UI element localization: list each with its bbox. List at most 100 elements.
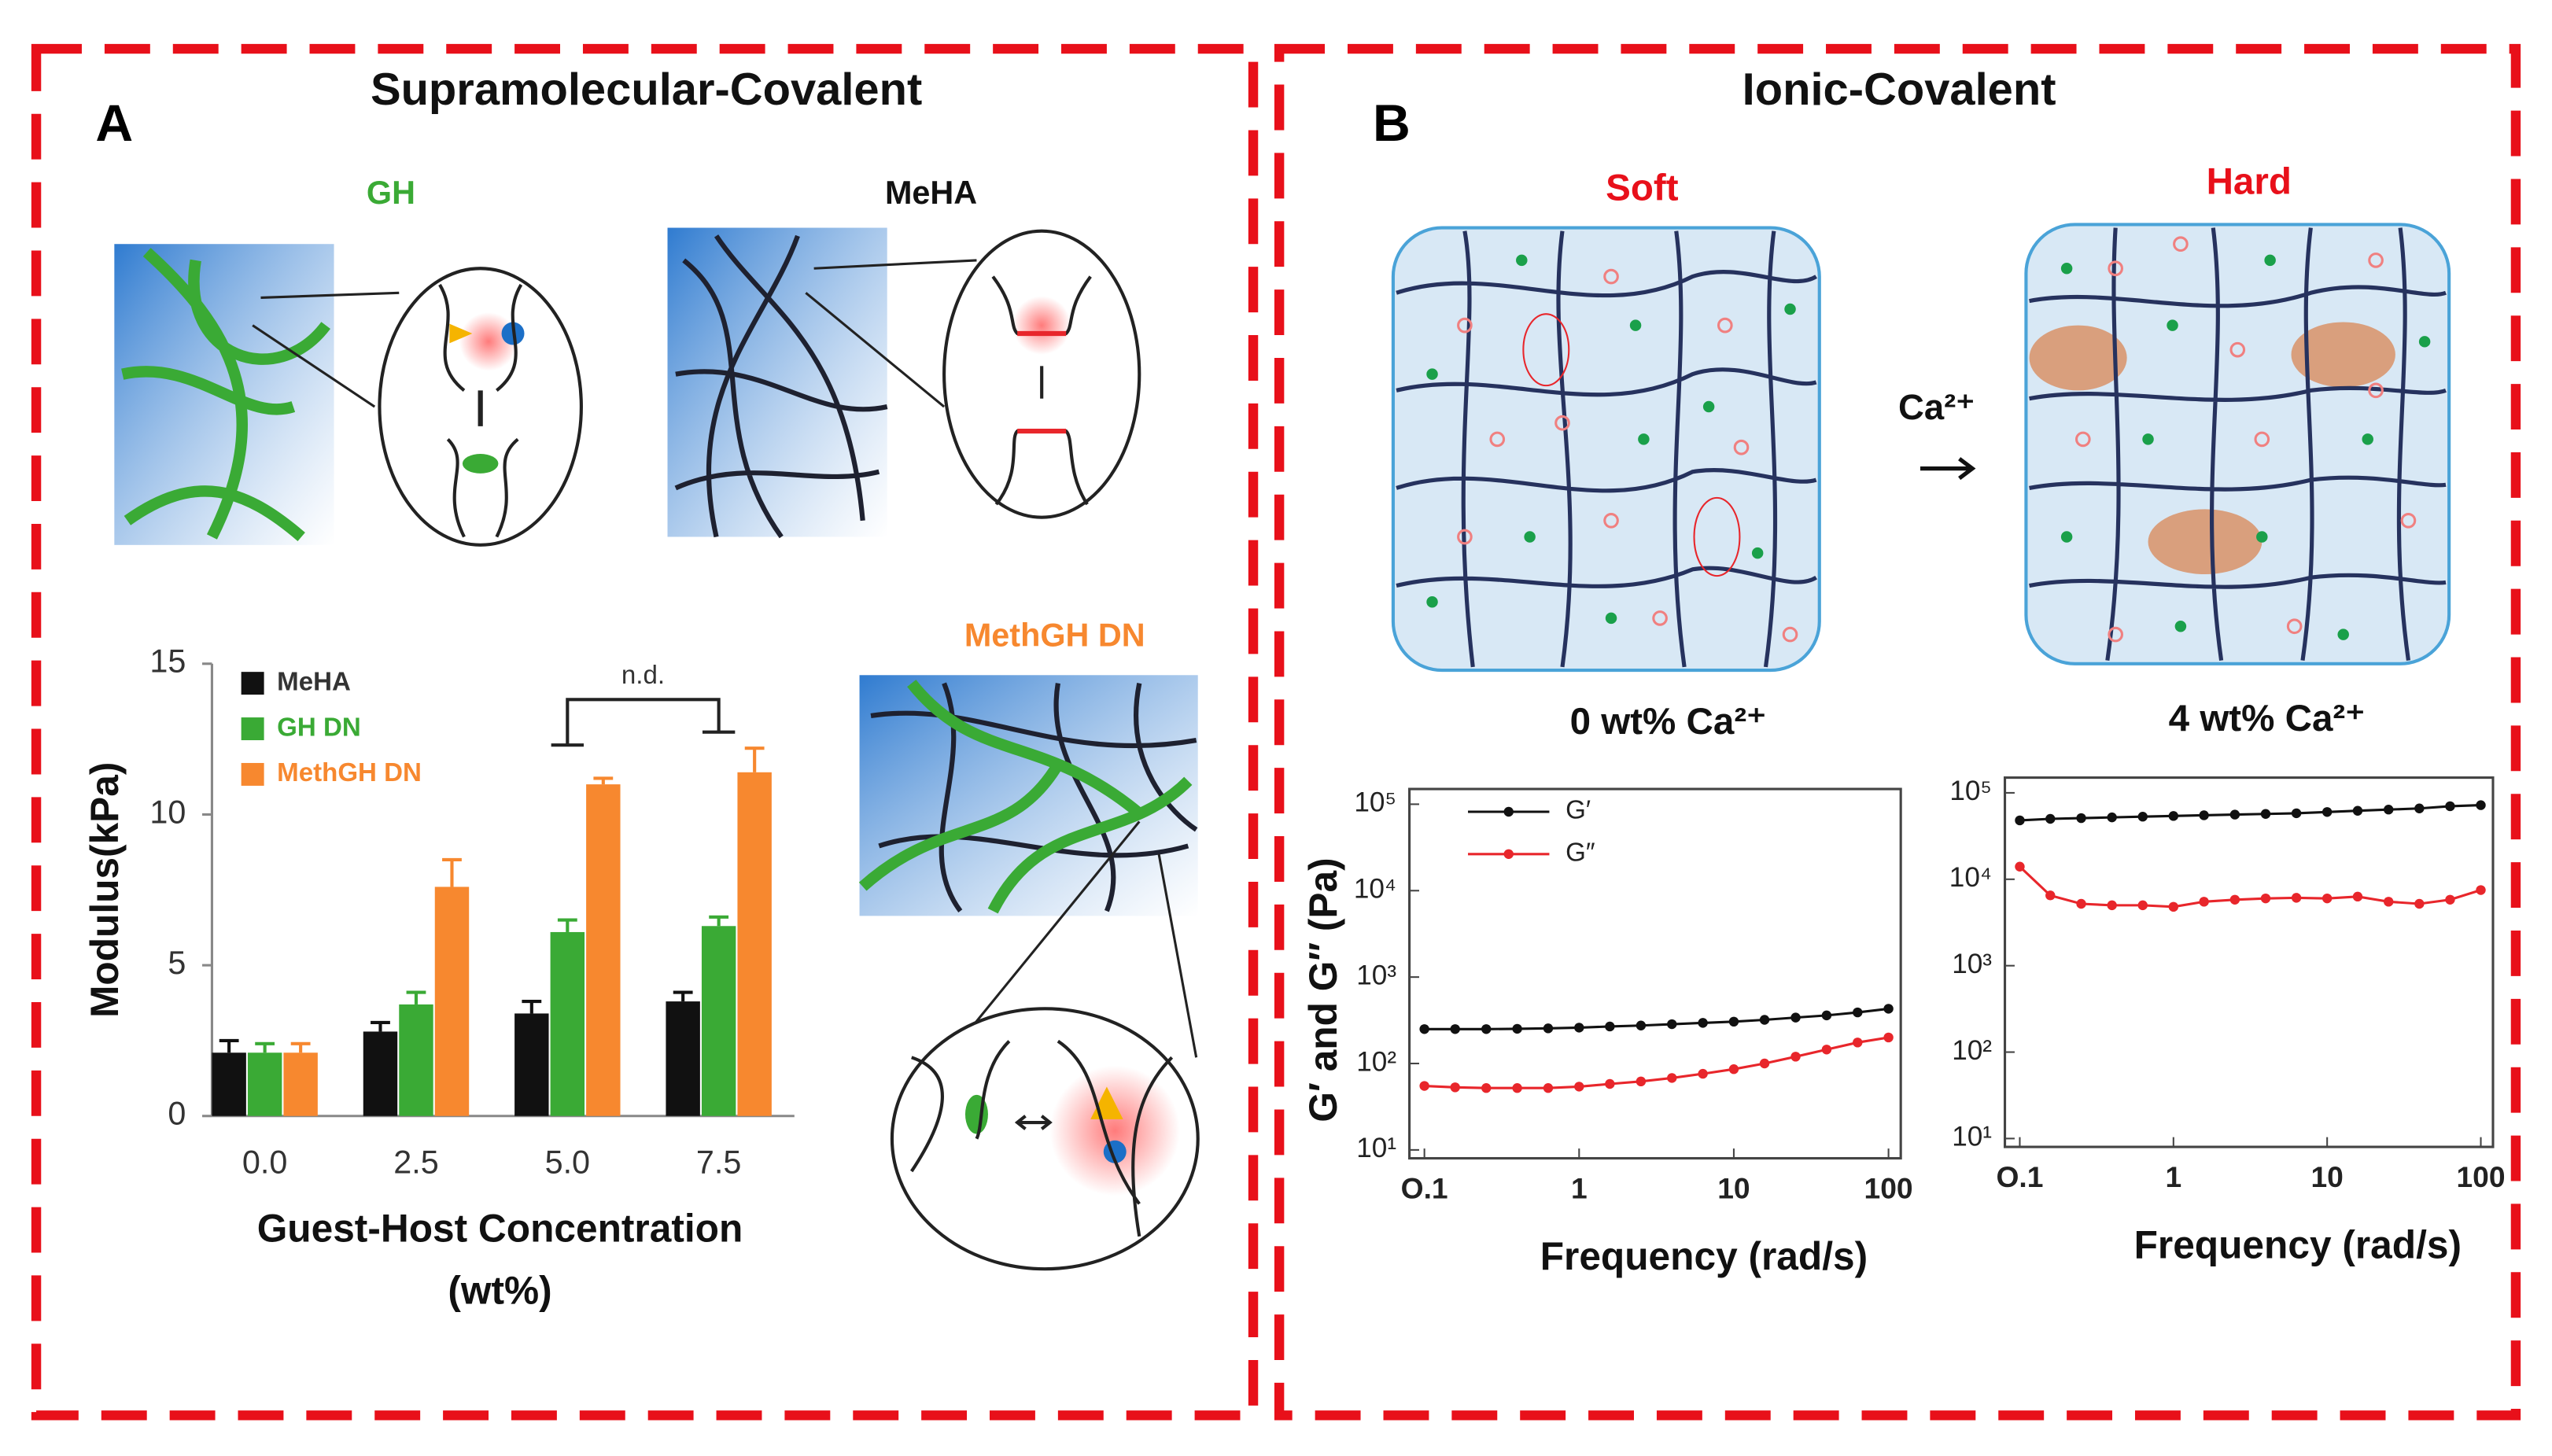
schematic-soft bbox=[1391, 226, 1821, 673]
label: Hard bbox=[2207, 160, 2292, 202]
point bbox=[1853, 1038, 1863, 1048]
point bbox=[1419, 1081, 1429, 1091]
legend-label: GH DN bbox=[277, 713, 361, 742]
point bbox=[1883, 1004, 1894, 1014]
panel-letter: B bbox=[1373, 94, 1411, 153]
series-line bbox=[2019, 804, 2481, 822]
point bbox=[2137, 812, 2148, 822]
point bbox=[2229, 894, 2240, 905]
point bbox=[2291, 808, 2302, 819]
plot-frame bbox=[1408, 787, 1902, 1160]
x-tick-label: 5.0 bbox=[545, 1145, 591, 1181]
point bbox=[2445, 801, 2455, 812]
point bbox=[1543, 1023, 1554, 1034]
bar bbox=[363, 1031, 398, 1116]
point bbox=[1574, 1082, 1584, 1092]
bar bbox=[514, 1013, 549, 1116]
point bbox=[2291, 893, 2302, 903]
bar bbox=[701, 926, 736, 1116]
x-tick-label: O.1 bbox=[1996, 1160, 2043, 1193]
legend-marker bbox=[1503, 806, 1514, 817]
y-tick-label: 10² bbox=[1952, 1035, 1992, 1066]
legend-marker bbox=[1503, 849, 1514, 859]
panel-frame bbox=[31, 43, 1259, 1421]
point bbox=[1853, 1007, 1863, 1018]
series-line bbox=[1424, 1036, 1889, 1089]
point bbox=[1450, 1024, 1460, 1034]
series-line bbox=[1424, 1007, 1889, 1030]
bar bbox=[550, 931, 585, 1116]
x-tick-label: 10 bbox=[2310, 1160, 2343, 1193]
y-tick-label: 15 bbox=[149, 643, 186, 680]
point bbox=[1605, 1021, 1615, 1032]
point bbox=[2137, 900, 2148, 911]
series-line bbox=[2019, 865, 2481, 909]
legend-label: G″ bbox=[1565, 839, 1595, 868]
arrow bbox=[1920, 457, 1976, 481]
panel-title: Ionic-Covalent bbox=[1743, 65, 2056, 115]
point bbox=[2414, 803, 2425, 813]
point bbox=[1821, 1010, 1832, 1021]
point bbox=[2015, 861, 2025, 872]
legend-label: G′ bbox=[1565, 796, 1591, 825]
bar bbox=[737, 772, 772, 1116]
point bbox=[1821, 1045, 1832, 1055]
legend-label: MeHA bbox=[277, 667, 351, 696]
x-axis-label: Frequency (rad/s) bbox=[1540, 1234, 1868, 1278]
panel-title: Supramolecular-Covalent bbox=[371, 65, 922, 115]
y-tick-label: 10 bbox=[149, 794, 186, 830]
point bbox=[2199, 810, 2209, 820]
point bbox=[2384, 805, 2394, 815]
point bbox=[1512, 1083, 1522, 1093]
bracket bbox=[551, 698, 736, 747]
point bbox=[2076, 898, 2086, 909]
x-tick-label: 2.5 bbox=[393, 1145, 439, 1181]
x-tick-label: 0.0 bbox=[242, 1145, 288, 1181]
point bbox=[2260, 809, 2271, 819]
point bbox=[1728, 1016, 1739, 1027]
point bbox=[1728, 1064, 1739, 1074]
label: 4 wt% Ca²⁺ bbox=[2169, 698, 2366, 739]
x-tick-label: 1 bbox=[2165, 1160, 2181, 1193]
label: GH bbox=[367, 175, 415, 211]
label: 0 wt% Ca²⁺ bbox=[1570, 701, 1767, 743]
x-tick-label: 10 bbox=[1717, 1172, 1750, 1205]
label: Ca²⁺ bbox=[1898, 387, 1975, 427]
x-tick-label: 1 bbox=[1571, 1172, 1588, 1205]
bar bbox=[212, 1052, 246, 1116]
label: Soft bbox=[1606, 168, 1679, 209]
point bbox=[2414, 898, 2425, 909]
bar bbox=[283, 1052, 318, 1116]
x-tick-label: 7.5 bbox=[696, 1145, 742, 1181]
x-axis-label: (wt%) bbox=[448, 1268, 551, 1312]
point bbox=[2107, 900, 2117, 911]
y-tick-label: 0 bbox=[168, 1096, 186, 1132]
point bbox=[2322, 807, 2333, 817]
point bbox=[1636, 1076, 1647, 1087]
y-tick-label: 10³ bbox=[1356, 960, 1396, 990]
point bbox=[1574, 1023, 1584, 1033]
x-tick-label: 100 bbox=[2456, 1160, 2505, 1193]
point bbox=[2076, 813, 2086, 824]
bar bbox=[666, 1001, 700, 1116]
point bbox=[1512, 1023, 1522, 1034]
plot-frame bbox=[2003, 776, 2495, 1148]
y-tick-label: 10⁴ bbox=[1949, 862, 1992, 893]
point bbox=[1698, 1068, 1708, 1079]
point bbox=[2045, 890, 2056, 901]
point bbox=[1790, 1012, 1801, 1023]
point bbox=[1450, 1082, 1460, 1093]
point bbox=[1667, 1019, 1677, 1030]
y-tick-label: 10⁵ bbox=[1354, 787, 1396, 818]
point bbox=[2445, 894, 2455, 905]
schematic-gh bbox=[114, 244, 583, 547]
x-axis-label: Guest-Host Concentration bbox=[257, 1207, 743, 1251]
x-tick-label: O.1 bbox=[1401, 1172, 1448, 1205]
legend-swatch bbox=[241, 717, 264, 741]
point bbox=[1759, 1015, 1770, 1025]
bar bbox=[399, 1004, 433, 1116]
point bbox=[1636, 1020, 1647, 1030]
legend-swatch bbox=[241, 672, 264, 695]
point bbox=[2260, 893, 2271, 904]
